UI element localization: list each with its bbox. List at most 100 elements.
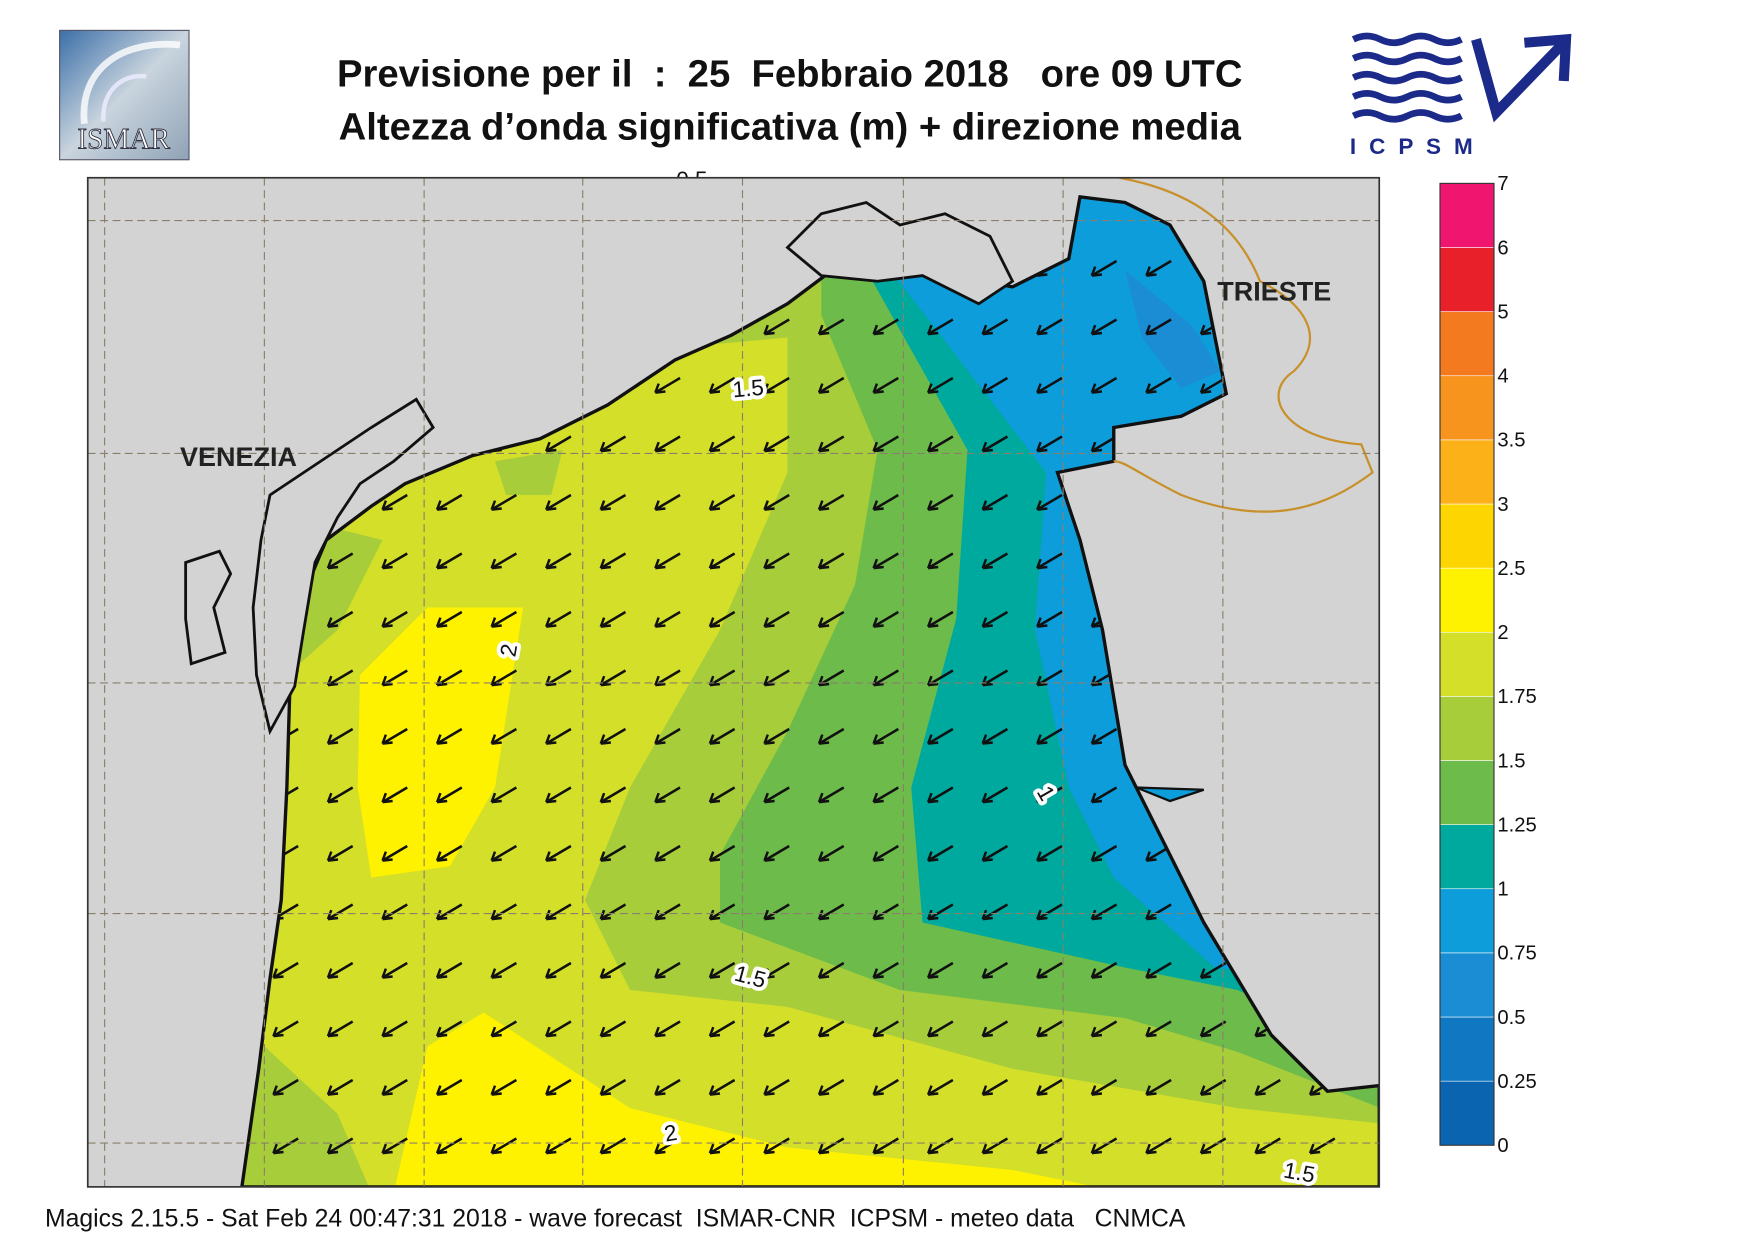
direction-arrow bbox=[490, 1078, 518, 1096]
direction-arrow bbox=[763, 1078, 790, 1096]
direction-arrow bbox=[654, 1020, 681, 1038]
direction-arrow bbox=[381, 961, 408, 979]
colorbar-box bbox=[1439, 631, 1495, 697]
direction-arrow bbox=[1145, 961, 1172, 979]
direction-arrow bbox=[872, 786, 899, 804]
colorbar-label: 0.25 bbox=[1497, 1071, 1536, 1093]
direction-arrow bbox=[981, 727, 1009, 745]
direction-arrow bbox=[872, 727, 899, 745]
direction-arrow bbox=[654, 727, 681, 745]
direction-arrow bbox=[599, 1078, 627, 1096]
direction-arrow bbox=[545, 844, 572, 862]
direction-arrow bbox=[1036, 1078, 1063, 1096]
direction-arrow bbox=[490, 844, 518, 862]
direction-arrow bbox=[817, 903, 845, 921]
direction-arrow bbox=[599, 610, 627, 628]
subtitle: Altezza d’onda significativa (m) + direz… bbox=[339, 106, 1242, 149]
icpsm-logo: I C P S M bbox=[1350, 32, 1572, 159]
direction-arrow bbox=[545, 493, 572, 511]
colorbar-label: 0.5 bbox=[1497, 1007, 1525, 1029]
direction-arrow bbox=[708, 961, 736, 979]
direction-arrow bbox=[545, 1137, 572, 1155]
direction-arrow bbox=[1036, 903, 1063, 921]
title: Previsione per il : 25 Febbraio 2018 ore… bbox=[337, 53, 1243, 96]
direction-arrow bbox=[599, 786, 627, 804]
direction-arrow bbox=[435, 1137, 463, 1155]
direction-arrow bbox=[1090, 1137, 1118, 1155]
direction-arrow bbox=[872, 961, 899, 979]
direction-arrow bbox=[435, 961, 463, 979]
direction-arrow bbox=[926, 552, 954, 570]
logo-text: ISMAR bbox=[77, 124, 170, 156]
direction-arrow bbox=[490, 903, 518, 921]
direction-arrow bbox=[490, 1137, 518, 1155]
direction-arrow bbox=[763, 1137, 790, 1155]
direction-arrow bbox=[1145, 1137, 1172, 1155]
direction-arrow bbox=[926, 1137, 954, 1155]
direction-arrow bbox=[872, 1078, 899, 1096]
direction-arrow bbox=[654, 610, 681, 628]
direction-arrow bbox=[817, 376, 845, 394]
direction-arrow bbox=[435, 727, 463, 745]
colorbar-label: 4 bbox=[1497, 366, 1508, 388]
direction-arrow bbox=[326, 552, 354, 570]
footer: Magics 2.15.5 - Sat Feb 24 00:47:31 2018… bbox=[45, 1205, 1186, 1232]
colorbar-frame bbox=[1439, 182, 1495, 1146]
direction-arrow bbox=[817, 552, 845, 570]
colorbar-box bbox=[1439, 375, 1495, 441]
direction-arrow bbox=[1036, 435, 1063, 453]
direction-arrow bbox=[1090, 318, 1118, 336]
colorbar-box bbox=[1439, 760, 1495, 825]
direction-arrow bbox=[599, 844, 627, 862]
logo-text: I C P S M bbox=[1350, 134, 1476, 159]
direction-arrow bbox=[545, 610, 572, 628]
colorbar-label: 1.75 bbox=[1497, 686, 1536, 708]
direction-arrow bbox=[763, 610, 790, 628]
direction-arrow bbox=[1090, 961, 1118, 979]
direction-arrow bbox=[435, 1078, 463, 1096]
direction-arrow bbox=[1036, 376, 1063, 394]
colorbar: 0 0.25 0.5 0.75 1 1.25 1.5 1.75 2 2.5 3 3.5 4 5 6 7 bbox=[1439, 173, 1537, 1157]
direction-arrow bbox=[435, 552, 463, 570]
direction-arrow bbox=[817, 435, 845, 453]
direction-arrow bbox=[435, 903, 463, 921]
direction-arrow bbox=[872, 376, 899, 394]
direction-arrow bbox=[1036, 727, 1063, 745]
direction-arrow bbox=[817, 961, 845, 979]
colorbar-label: 1.25 bbox=[1497, 814, 1536, 836]
direction-arrow bbox=[1199, 376, 1227, 394]
direction-arrow bbox=[872, 844, 899, 862]
direction-arrow bbox=[926, 961, 954, 979]
direction-arrow bbox=[381, 1137, 408, 1155]
direction-arrow bbox=[654, 903, 681, 921]
direction-arrow bbox=[817, 610, 845, 628]
direction-arrow bbox=[708, 493, 736, 511]
direction-arrow bbox=[435, 610, 463, 628]
direction-arrow bbox=[926, 903, 954, 921]
direction-arrow bbox=[1199, 961, 1227, 979]
direction-arrow bbox=[435, 786, 463, 804]
direction-arrow bbox=[1199, 1137, 1227, 1155]
direction-arrow bbox=[1036, 318, 1063, 336]
direction-arrow bbox=[1145, 903, 1172, 921]
direction-arrow bbox=[981, 318, 1009, 336]
direction-arrow bbox=[1254, 1078, 1281, 1096]
colorbar-label: 1.5 bbox=[1497, 750, 1525, 772]
colorbar-label: 7 bbox=[1497, 173, 1508, 195]
colorbar-box bbox=[1439, 888, 1495, 954]
colorbar-label: 6 bbox=[1497, 237, 1508, 259]
direction-arrow bbox=[490, 961, 518, 979]
direction-arrow bbox=[599, 435, 627, 453]
direction-arrow bbox=[272, 1020, 299, 1038]
direction-arrow bbox=[1036, 493, 1063, 511]
direction-arrow bbox=[708, 727, 736, 745]
direction-arrow bbox=[926, 435, 954, 453]
direction-arrow bbox=[272, 1137, 299, 1155]
direction-arrow bbox=[381, 903, 408, 921]
direction-arrow bbox=[326, 786, 354, 804]
direction-arrow bbox=[981, 961, 1009, 979]
colorbar-label: 5 bbox=[1497, 301, 1508, 323]
direction-arrow bbox=[599, 552, 627, 570]
direction-arrow bbox=[763, 961, 790, 979]
